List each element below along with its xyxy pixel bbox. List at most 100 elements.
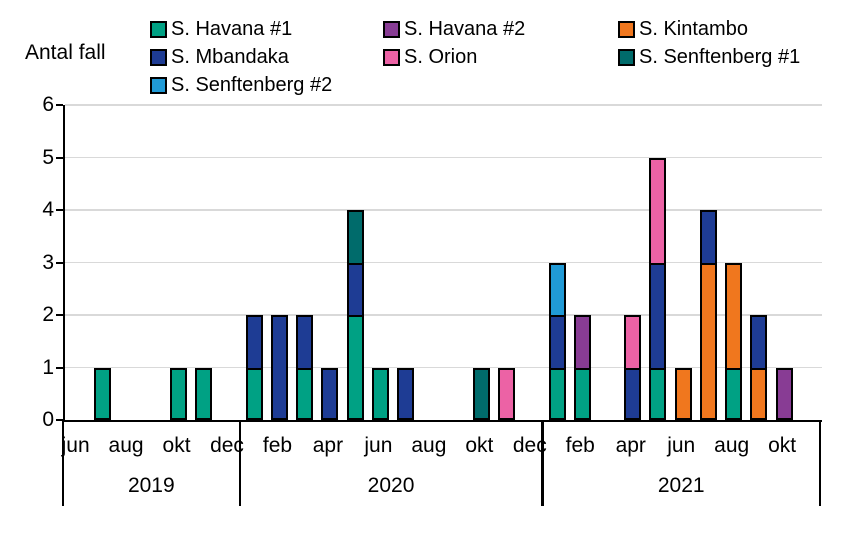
bar-segment: [397, 367, 415, 420]
legend-label: S. Havana #1: [171, 17, 293, 40]
legend-label: S. Kintambo: [639, 17, 748, 40]
bar-okt-2021: [775, 105, 793, 420]
bar-mar-2020: [296, 105, 314, 420]
legend-item: S. Mbandaka: [150, 46, 383, 68]
bar-segment: [296, 367, 314, 420]
x-axis-month-label: dec: [512, 434, 547, 457]
x-axis-month-label: aug: [411, 434, 447, 457]
gridline: [65, 366, 822, 369]
bar-jul-2020: [397, 105, 415, 420]
y-axis-tick-label: 3: [42, 250, 54, 274]
bar-okt-2020: [472, 105, 490, 420]
bar-apr-2020: [321, 105, 339, 420]
bar-segment: [725, 367, 743, 420]
bar-segment: [725, 262, 743, 370]
x-axis-month-label: apr: [615, 434, 646, 457]
y-axis-tick: [56, 261, 63, 264]
legend-label: S. Senftenberg #2: [171, 73, 333, 96]
bar-apr-2021: [624, 105, 642, 420]
y-axis-tick-label: 4: [42, 198, 54, 221]
x-axis-month-label: okt: [768, 434, 797, 457]
x-axis-month-label: feb: [565, 434, 595, 457]
bar-segment: [750, 315, 768, 370]
bar-jan-2021: [548, 105, 566, 420]
bar-jun-2021: [674, 105, 692, 420]
legend-item: S. Senftenberg #1: [618, 46, 850, 68]
bar-jun-2020: [371, 105, 389, 420]
y-axis-tick: [56, 104, 63, 107]
legend-swatch-icon: [150, 48, 167, 66]
bar-segment: [548, 367, 566, 420]
bar-segment: [649, 157, 667, 265]
legend-item: S. Senftenberg #2: [150, 74, 383, 96]
x-axis-month-label: okt: [465, 434, 494, 457]
bar-jul-2019: [94, 105, 112, 420]
bar-segment: [699, 262, 717, 420]
bar-feb-2021: [573, 105, 591, 420]
x-axis-month-label: feb: [262, 434, 293, 457]
bar-segment: [775, 367, 793, 420]
year-divider: [541, 420, 544, 506]
bar-segment: [548, 262, 566, 317]
legend-item: S. Orion: [383, 46, 618, 68]
year-divider: [238, 420, 241, 506]
legend-label: S. Senftenberg #1: [639, 45, 801, 68]
bar-segment: [624, 315, 642, 370]
legend-swatch-icon: [618, 48, 635, 66]
bar-jan-2020: [245, 105, 263, 420]
bar-segment: [573, 367, 591, 420]
bar-segment: [195, 367, 213, 420]
bar-segment: [573, 315, 591, 370]
bar-segment: [94, 367, 112, 420]
legend-label: S. Havana #2: [404, 17, 526, 40]
year-divider: [61, 420, 65, 506]
y-axis-tick-label: 2: [42, 303, 54, 326]
bar-maj-2021: [649, 105, 667, 420]
x-axis-month-label: jun: [61, 434, 90, 457]
bar-jul-2021: [699, 105, 717, 420]
bar-okt-2019: [170, 105, 188, 420]
x-axis-month-label: okt: [162, 434, 191, 457]
bar-segment: [346, 262, 364, 317]
legend-item: S. Havana #1: [150, 18, 383, 40]
bar-segment: [472, 367, 490, 420]
bar-maj-2020: [346, 105, 364, 420]
y-axis-tick: [56, 366, 63, 369]
x-axis-month-label: dec: [210, 434, 244, 457]
x-axis-month-label: jun: [667, 434, 696, 457]
legend-swatch-icon: [150, 76, 167, 94]
bar-nov-2020: [498, 105, 516, 420]
bar-segment: [624, 367, 642, 420]
bar-segment: [346, 210, 364, 265]
x-axis-month-label: apr: [312, 434, 344, 457]
gridline: [65, 104, 822, 106]
legend-label: S. Mbandaka: [171, 45, 289, 68]
bar-segment: [371, 367, 389, 420]
gridline: [65, 209, 822, 211]
x-axis-month-label: jun: [364, 434, 393, 457]
legend-item: S. Kintambo: [618, 18, 850, 40]
legend-swatch-icon: [383, 20, 400, 38]
year-label: 2020: [367, 474, 415, 497]
legend-swatch-icon: [383, 48, 400, 66]
gridline: [65, 314, 822, 316]
bar-segment: [170, 367, 188, 420]
y-axis-tick-label: 1: [42, 355, 54, 379]
gridline: [65, 156, 822, 159]
bar-aug-2021: [725, 105, 743, 420]
y-axis-tick: [56, 209, 63, 212]
y-axis-tick-label: 0: [42, 408, 54, 431]
legend-label: S. Orion: [404, 45, 478, 68]
bar-sep-2021: [750, 105, 768, 420]
bar-segment: [649, 262, 667, 370]
y-axis-tick: [56, 156, 63, 159]
bar-feb-2020: [270, 105, 288, 420]
y-axis-tick: [56, 314, 63, 317]
y-axis-tick-label: 6: [42, 93, 54, 116]
bar-segment: [321, 367, 339, 420]
bar-segment: [245, 367, 263, 420]
bar-segment: [245, 315, 263, 370]
legend-item: S. Havana #2: [383, 18, 618, 40]
legend: S. Havana #1 S. Havana #2 S. Kintambo S. Mb…: [150, 18, 850, 96]
bar-segment: [498, 367, 516, 420]
